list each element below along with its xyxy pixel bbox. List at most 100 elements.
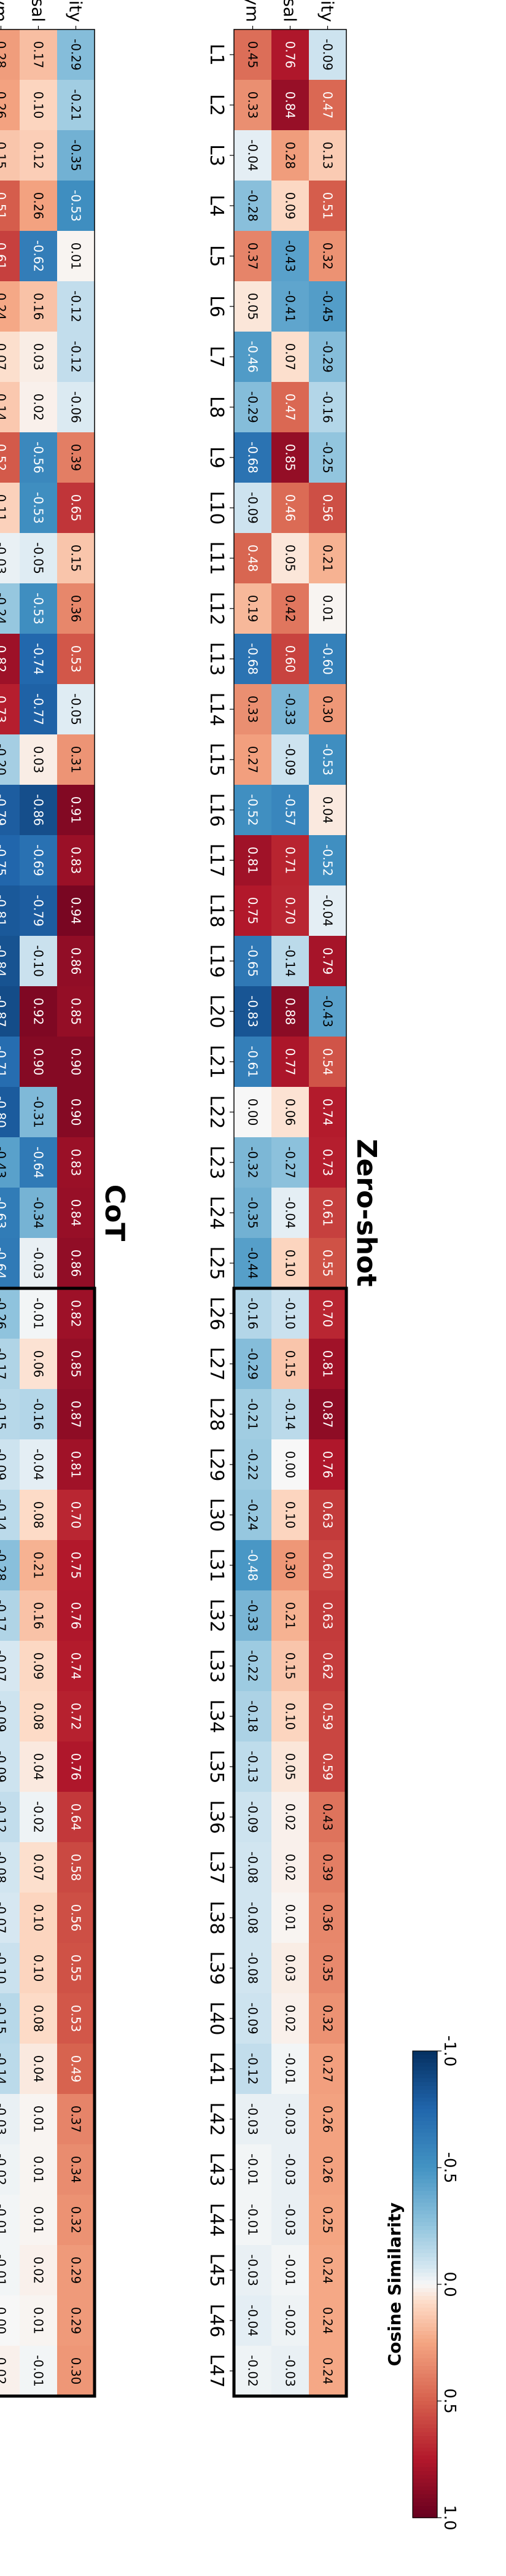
colorbar-segment <box>413 2086 437 2091</box>
cell-value: 0.26 <box>321 2156 335 2184</box>
heatmap-cell <box>234 231 271 281</box>
heatmap-cell <box>20 885 57 936</box>
colorbar-segment <box>413 2117 437 2122</box>
cell-value: 0.37 <box>246 243 260 270</box>
colorbar-segment <box>413 2319 437 2324</box>
heatmap-cell <box>0 634 20 684</box>
cell-value: -0.12 <box>0 1801 9 1833</box>
cell-value: -0.45 <box>321 290 335 322</box>
heatmap-cell <box>0 936 20 986</box>
cell-value: 0.10 <box>283 1703 298 1730</box>
cell-value: -0.20 <box>0 744 9 776</box>
colorbar-segment <box>413 2478 437 2483</box>
cell-value: 0.92 <box>31 998 46 1025</box>
heatmap-cell <box>20 1137 57 1188</box>
cell-value: -0.75 <box>0 844 9 876</box>
heatmap-cell <box>309 29 346 80</box>
colorbar-segment <box>413 2238 437 2243</box>
colorbar-segment <box>413 2513 437 2518</box>
colorbar-segment <box>413 2121 437 2126</box>
heatmap-cell <box>271 1087 309 1137</box>
heatmap-cell <box>271 29 309 80</box>
heatmap-cell <box>20 1590 57 1641</box>
colorbar-segment <box>413 2195 437 2200</box>
heatmap-cell <box>20 1238 57 1288</box>
heatmap-cell <box>234 181 271 231</box>
cell-value: -0.01 <box>31 1298 46 1329</box>
layer-tick-label: L28 <box>206 1398 227 1431</box>
heatmap-cell <box>0 281 20 332</box>
colorbar-segment <box>413 2163 437 2168</box>
cell-value: 0.04 <box>31 1753 46 1781</box>
cell-value: 0.81 <box>246 847 260 874</box>
cell-value: -0.79 <box>0 794 9 826</box>
cell-value: 0.32 <box>321 2005 335 2033</box>
layer-tick-label: L8 <box>206 396 227 418</box>
heatmap-cell <box>309 281 346 332</box>
cell-value: -0.04 <box>283 1197 298 1229</box>
colorbar-segment <box>413 2101 437 2106</box>
panel-2: CoT -0.29 -0.21 -0.35 -0.53 0.01 -0.12 -0.12 -0.… <box>0 0 130 2398</box>
cell-value: -0.64 <box>0 1247 9 1279</box>
heatmap-cell <box>20 1037 57 1087</box>
heatmap-cell <box>309 2044 346 2094</box>
heatmap-cell <box>20 1339 57 1389</box>
heatmap-cell <box>271 432 309 483</box>
colorbar-segment <box>413 2393 437 2398</box>
cell-value: -0.53 <box>31 593 46 625</box>
heatmap-cell <box>57 2195 95 2245</box>
cell-value: -0.86 <box>31 794 46 826</box>
heatmap-cell <box>309 1439 346 1490</box>
cell-value: 0.03 <box>31 343 46 371</box>
heatmap-cell <box>309 1037 346 1087</box>
heatmap-cell <box>309 2295 346 2346</box>
cell-value: 0.55 <box>69 1955 84 1982</box>
heatmap-cell <box>0 231 20 281</box>
heatmap-cell <box>309 1741 346 1792</box>
cell-value: -0.26 <box>0 1298 9 1329</box>
colorbar-segment <box>413 2140 437 2145</box>
layer-tick-label: L14 <box>206 693 227 726</box>
heatmap-cell <box>20 29 57 80</box>
heatmap-cell <box>234 1943 271 1993</box>
heatmap-cell <box>0 1439 20 1490</box>
cell-value: 0.02 <box>0 2357 9 2385</box>
heatmap-cell <box>234 130 271 181</box>
heatmap-cell <box>309 986 346 1037</box>
heatmap-cell <box>0 1339 20 1389</box>
heatmap-cell <box>20 1893 57 1943</box>
heatmap-cell <box>234 1741 271 1792</box>
cell-value: -0.29 <box>246 391 260 423</box>
layer-tick-label: L46 <box>206 2304 227 2338</box>
layer-tick-label: L1 <box>206 44 227 66</box>
heatmap-cell <box>309 634 346 684</box>
heatmap-cell <box>271 1288 309 1339</box>
colorbar-segment <box>413 2152 437 2157</box>
cell-value: 0.51 <box>0 192 9 220</box>
cell-value: -0.69 <box>31 844 46 876</box>
cell-value: 0.00 <box>0 2307 9 2335</box>
colorbar-segment <box>413 2160 437 2165</box>
heatmap-cell <box>234 1893 271 1943</box>
colorbar-segment <box>413 2191 437 2196</box>
cell-value: -0.13 <box>246 1751 260 1783</box>
heatmap-cell <box>57 1842 95 1893</box>
colorbar-segment <box>413 2288 437 2293</box>
colorbar-tick-label: 0.5 <box>440 2388 459 2413</box>
cell-value: -0.53 <box>31 492 46 524</box>
colorbar-segment <box>413 2448 437 2453</box>
heatmap-cell <box>234 1540 271 1590</box>
cell-value: -0.46 <box>246 341 260 373</box>
cell-value: -0.14 <box>0 1499 9 1531</box>
heatmap-cell <box>271 936 309 986</box>
colorbar-segment <box>413 2455 437 2460</box>
heatmap-cell <box>309 1238 346 1288</box>
layer-tick-label: L43 <box>206 2153 227 2187</box>
colorbar: 1.0 0.5 0.0 -0.5 -1.0 Cosine Similarity <box>384 2036 459 2531</box>
cell-value: 0.84 <box>283 91 298 119</box>
heatmap-cell <box>20 1188 57 1238</box>
heatmap-cell <box>0 1741 20 1792</box>
cell-value: -0.87 <box>0 995 9 1027</box>
cell-value: -0.33 <box>246 1600 260 1632</box>
cell-value: -0.09 <box>246 2002 260 2034</box>
